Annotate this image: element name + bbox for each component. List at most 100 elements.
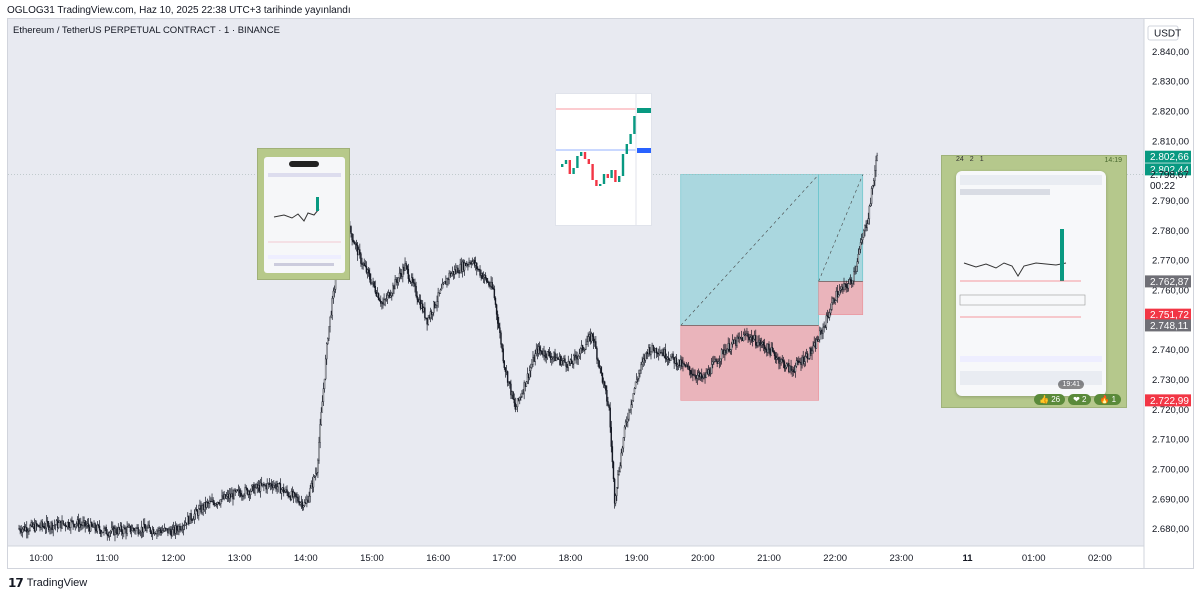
price-axis-background [1144,19,1193,568]
candle-body [815,339,818,349]
candle-body [527,373,530,379]
candle-body [740,337,743,339]
candle-body [481,273,483,279]
reaction-fire[interactable]: 🔥 1 [1094,394,1122,405]
candle-body [300,501,303,503]
candle-body [870,188,873,204]
candle-body [62,520,64,525]
candle-body [281,487,284,490]
candle-body [150,531,153,535]
candle-body [216,502,219,505]
candle-body [140,526,143,533]
candle-body [295,493,297,497]
thumbnail-phone-screen-right [956,171,1106,396]
candle-body [726,348,728,354]
candle-body [773,351,776,357]
candle-body [451,271,454,274]
candle-body [361,263,363,265]
candle-body [630,404,632,411]
candle-body [95,529,97,532]
candle-body [776,357,778,360]
candle-body [590,333,593,342]
candle-body [715,359,717,362]
candle-body [308,496,310,503]
thumb-candle [633,116,636,134]
symbol-title[interactable]: Ethereum / TetherUS PERPETUAL CONTRACT ·… [13,25,280,36]
candle-body [706,371,708,375]
candle-body [523,382,525,394]
x-tick-label: 14:00 [294,553,318,564]
candle-body [645,352,648,354]
candle-body [123,527,125,534]
price-label-4: 00:22 [1150,181,1175,192]
candle-body [102,531,104,533]
candle-body [458,272,460,274]
candle-body [162,530,165,532]
candle-body [650,351,652,355]
reaction-thumbs-up[interactable]: 👍 26 [1034,394,1066,405]
thumb-candle [591,164,594,180]
price-label-bg-6 [1145,308,1191,321]
candle-body [372,281,374,283]
candle-body [172,526,175,530]
candle-body [306,499,308,504]
candle-body [50,522,52,529]
candle-body [149,527,151,533]
screenshot-thumbnail-left [257,148,350,280]
candle-body [682,362,684,367]
candle-body [698,372,701,378]
candle-body [59,520,61,523]
candle-body [72,520,74,525]
candle-body [276,486,278,490]
candle-body [355,243,358,246]
candle-body [697,372,700,376]
candle-body [618,471,620,475]
candle-body [321,401,324,413]
candle-body [152,529,155,534]
candle-body [513,398,515,404]
candle-body [548,351,551,357]
candle-body [52,525,54,530]
candle-body [166,528,168,530]
candles [18,152,878,542]
candle-body [318,442,320,461]
candle-body [448,272,450,280]
candle-body [90,522,92,532]
thumb-candle [618,176,621,182]
candle-body [327,338,329,344]
candle-body [203,502,206,510]
candle-body [748,336,750,340]
candle-body [628,409,630,420]
candle-body [591,333,594,337]
reaction-top-0: 24 [956,156,964,163]
candle-body [474,262,477,266]
candle-body [35,522,38,526]
candle-body [623,426,626,438]
candle-body [781,359,783,361]
candle-body [830,309,832,314]
candle-body [71,520,73,522]
candle-body [268,483,271,485]
tradingview-footer[interactable]: 𝟭𝟳 TradingView [8,576,87,590]
candle-body [532,357,534,365]
reaction-heart[interactable]: ❤ 2 [1068,394,1092,405]
candle-body [148,524,150,528]
candle-body [33,524,36,532]
candle-body [91,522,93,526]
candle-body [831,302,833,310]
candle-body [213,502,215,506]
candle-body [67,521,70,528]
y-tick-label: 2.830,00 [1152,77,1189,88]
candle-body [498,323,500,328]
candle-body [502,348,504,362]
candle-body [671,353,673,358]
candle-body [719,358,722,362]
candle-body [267,483,269,485]
candle-body [785,363,788,368]
candle-body [117,527,119,535]
thumb-candle [621,154,625,176]
candle-body [602,381,605,383]
candle-body [834,300,836,303]
candle-body [386,294,389,300]
candle-body [142,523,145,533]
